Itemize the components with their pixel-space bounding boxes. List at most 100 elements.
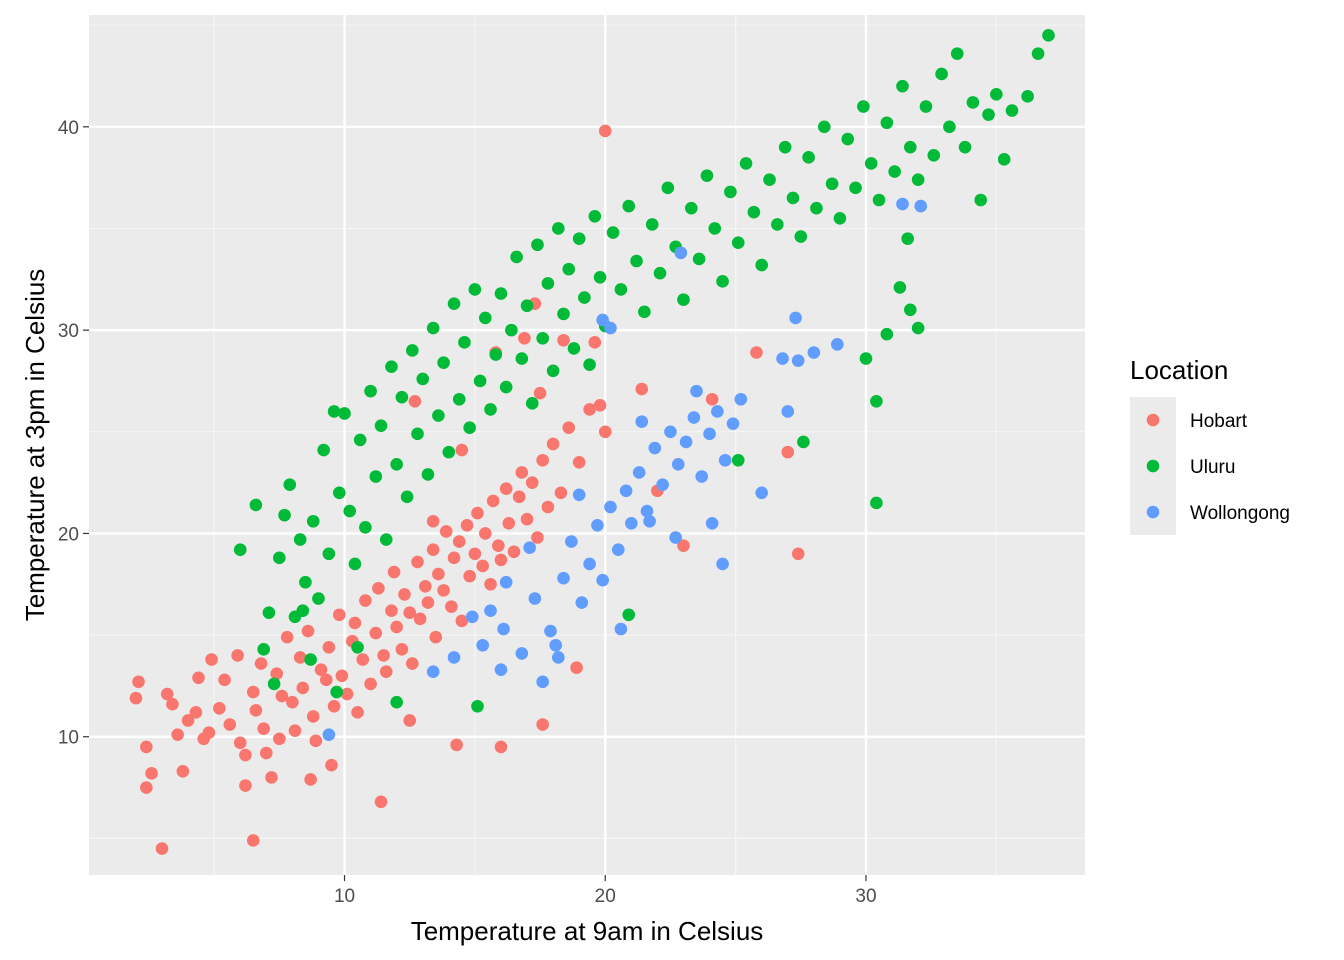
- wollongong-point: [499, 575, 513, 589]
- uluru-point: [317, 443, 330, 457]
- hobart-point: [309, 734, 323, 748]
- uluru-point: [1005, 104, 1019, 117]
- uluru-point: [578, 291, 591, 304]
- hobart-point: [176, 765, 190, 778]
- wollongong-point: [687, 411, 701, 424]
- uluru-point: [904, 303, 917, 317]
- legend-swatch-hobart: [1146, 413, 1160, 427]
- uluru-point: [1042, 29, 1055, 42]
- uluru-point: [911, 321, 925, 335]
- hobart-point: [429, 630, 443, 644]
- hobart-point: [140, 740, 153, 754]
- uluru-point: [716, 275, 729, 288]
- uluru-point: [390, 695, 403, 709]
- uluru-point: [557, 307, 570, 321]
- uluru-point: [343, 504, 357, 518]
- hobart-point: [476, 559, 490, 573]
- wollongong-point: [572, 488, 586, 502]
- hobart-point: [322, 640, 336, 654]
- hobart-point: [246, 685, 260, 699]
- uluru-point: [724, 185, 737, 199]
- hobart-point: [541, 500, 555, 514]
- hobart-point: [426, 543, 440, 557]
- hobart-point: [275, 689, 289, 703]
- wollongong-point: [523, 541, 536, 554]
- hobart-point: [518, 331, 531, 345]
- hobart-point: [398, 588, 411, 601]
- hobart-point: [536, 453, 549, 467]
- uluru-point: [645, 218, 659, 231]
- uluru-point: [872, 193, 886, 207]
- uluru-point: [257, 643, 270, 656]
- uluru-point: [541, 277, 555, 290]
- hobart-point: [499, 482, 513, 496]
- uluru-point: [896, 79, 909, 93]
- y-axis-title: Temperature at 3pm in Celsius: [20, 269, 50, 622]
- uluru-point: [771, 218, 784, 231]
- hobart-point: [359, 594, 372, 607]
- uluru-point: [974, 193, 988, 207]
- uluru-point: [739, 157, 753, 170]
- wollongong-point: [552, 651, 565, 664]
- wollongong-point: [575, 596, 589, 609]
- uluru-point: [437, 356, 450, 369]
- uluru-point: [479, 311, 492, 325]
- uluru-point: [1031, 47, 1045, 60]
- uluru-point: [630, 254, 643, 268]
- uluru-point: [810, 201, 823, 215]
- hobart-point: [583, 403, 596, 416]
- hobart-point: [471, 506, 484, 520]
- minor-gridlines: [89, 15, 1085, 875]
- uluru-point: [817, 120, 831, 134]
- hobart-point: [455, 614, 469, 628]
- hobart-point: [593, 399, 607, 412]
- x-tick-label: 10: [334, 886, 355, 907]
- hobart-point: [171, 728, 184, 742]
- hobart-point: [374, 795, 388, 809]
- uluru-point: [296, 604, 310, 617]
- uluru-point: [841, 132, 855, 146]
- uluru-point: [990, 87, 1003, 101]
- uluru-point: [849, 181, 862, 195]
- uluru-point: [447, 297, 461, 310]
- uluru-point: [359, 521, 372, 534]
- hobart-point: [259, 746, 273, 760]
- uluru-point: [864, 157, 878, 170]
- uluru-point: [494, 287, 508, 300]
- hobart-point: [239, 748, 252, 762]
- hobart-point: [588, 336, 602, 349]
- hobart-point: [270, 667, 284, 681]
- wollongong-point: [322, 728, 336, 742]
- hobart-point: [502, 516, 516, 530]
- wollongong-point: [604, 321, 617, 335]
- uluru-point: [731, 453, 745, 467]
- wollongong-point: [791, 354, 805, 367]
- hobart-point: [460, 519, 474, 532]
- hobart-point: [356, 653, 370, 666]
- uluru-point: [416, 372, 430, 386]
- uluru-point: [755, 258, 768, 272]
- plot-panel: [89, 15, 1085, 875]
- uluru-point: [369, 470, 383, 483]
- hobart-point: [340, 687, 354, 701]
- uluru-point: [546, 364, 560, 378]
- wollongong-point: [648, 441, 662, 455]
- uluru-point: [857, 100, 870, 113]
- hobart-point: [450, 738, 463, 752]
- uluru-point: [593, 270, 607, 284]
- hobart-point: [468, 547, 482, 561]
- uluru-point: [510, 250, 523, 264]
- uluru-point: [880, 116, 894, 130]
- uluru-point: [499, 380, 513, 394]
- hobart-point: [445, 600, 458, 613]
- uluru-point: [520, 299, 534, 313]
- hobart-point: [421, 596, 435, 609]
- uluru-point: [299, 575, 312, 589]
- hobart-point: [452, 535, 466, 548]
- uluru-point: [684, 201, 698, 215]
- wollongong-point: [656, 478, 669, 491]
- wollongong-point: [896, 197, 909, 211]
- hobart-point: [463, 569, 476, 583]
- hobart-point: [791, 547, 805, 561]
- hobart-point: [213, 701, 226, 715]
